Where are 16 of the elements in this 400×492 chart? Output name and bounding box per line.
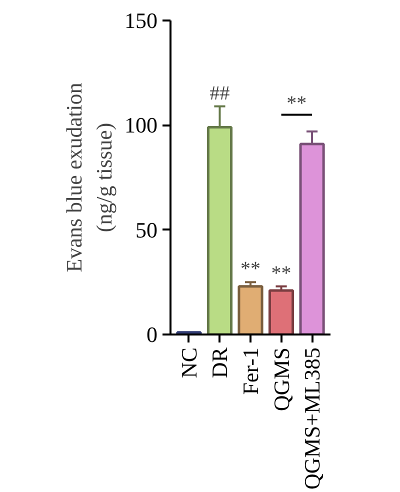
x-tick-label: Fer-1 [238, 347, 263, 395]
bar [268, 289, 294, 334]
y-tick-label: 150 [124, 8, 158, 33]
y-tick-label: 50 [136, 217, 158, 242]
y-axis-title: Evans blue exudation (ng/g tissue) [62, 82, 116, 272]
annotation: ** [240, 258, 260, 280]
annotation: ** [286, 92, 307, 115]
x-tick-label: NC [176, 348, 202, 378]
y-tick-label: 100 [124, 112, 158, 138]
x-tick-label: DR [207, 347, 232, 378]
y-tick-label: 0 [146, 322, 158, 347]
x-tick-label: QGMS [268, 347, 294, 412]
annotation: ## [210, 82, 230, 104]
x-tick-label: QGMS+ML385 [300, 347, 325, 490]
annotation: ** [271, 262, 292, 284]
bar [238, 285, 264, 334]
